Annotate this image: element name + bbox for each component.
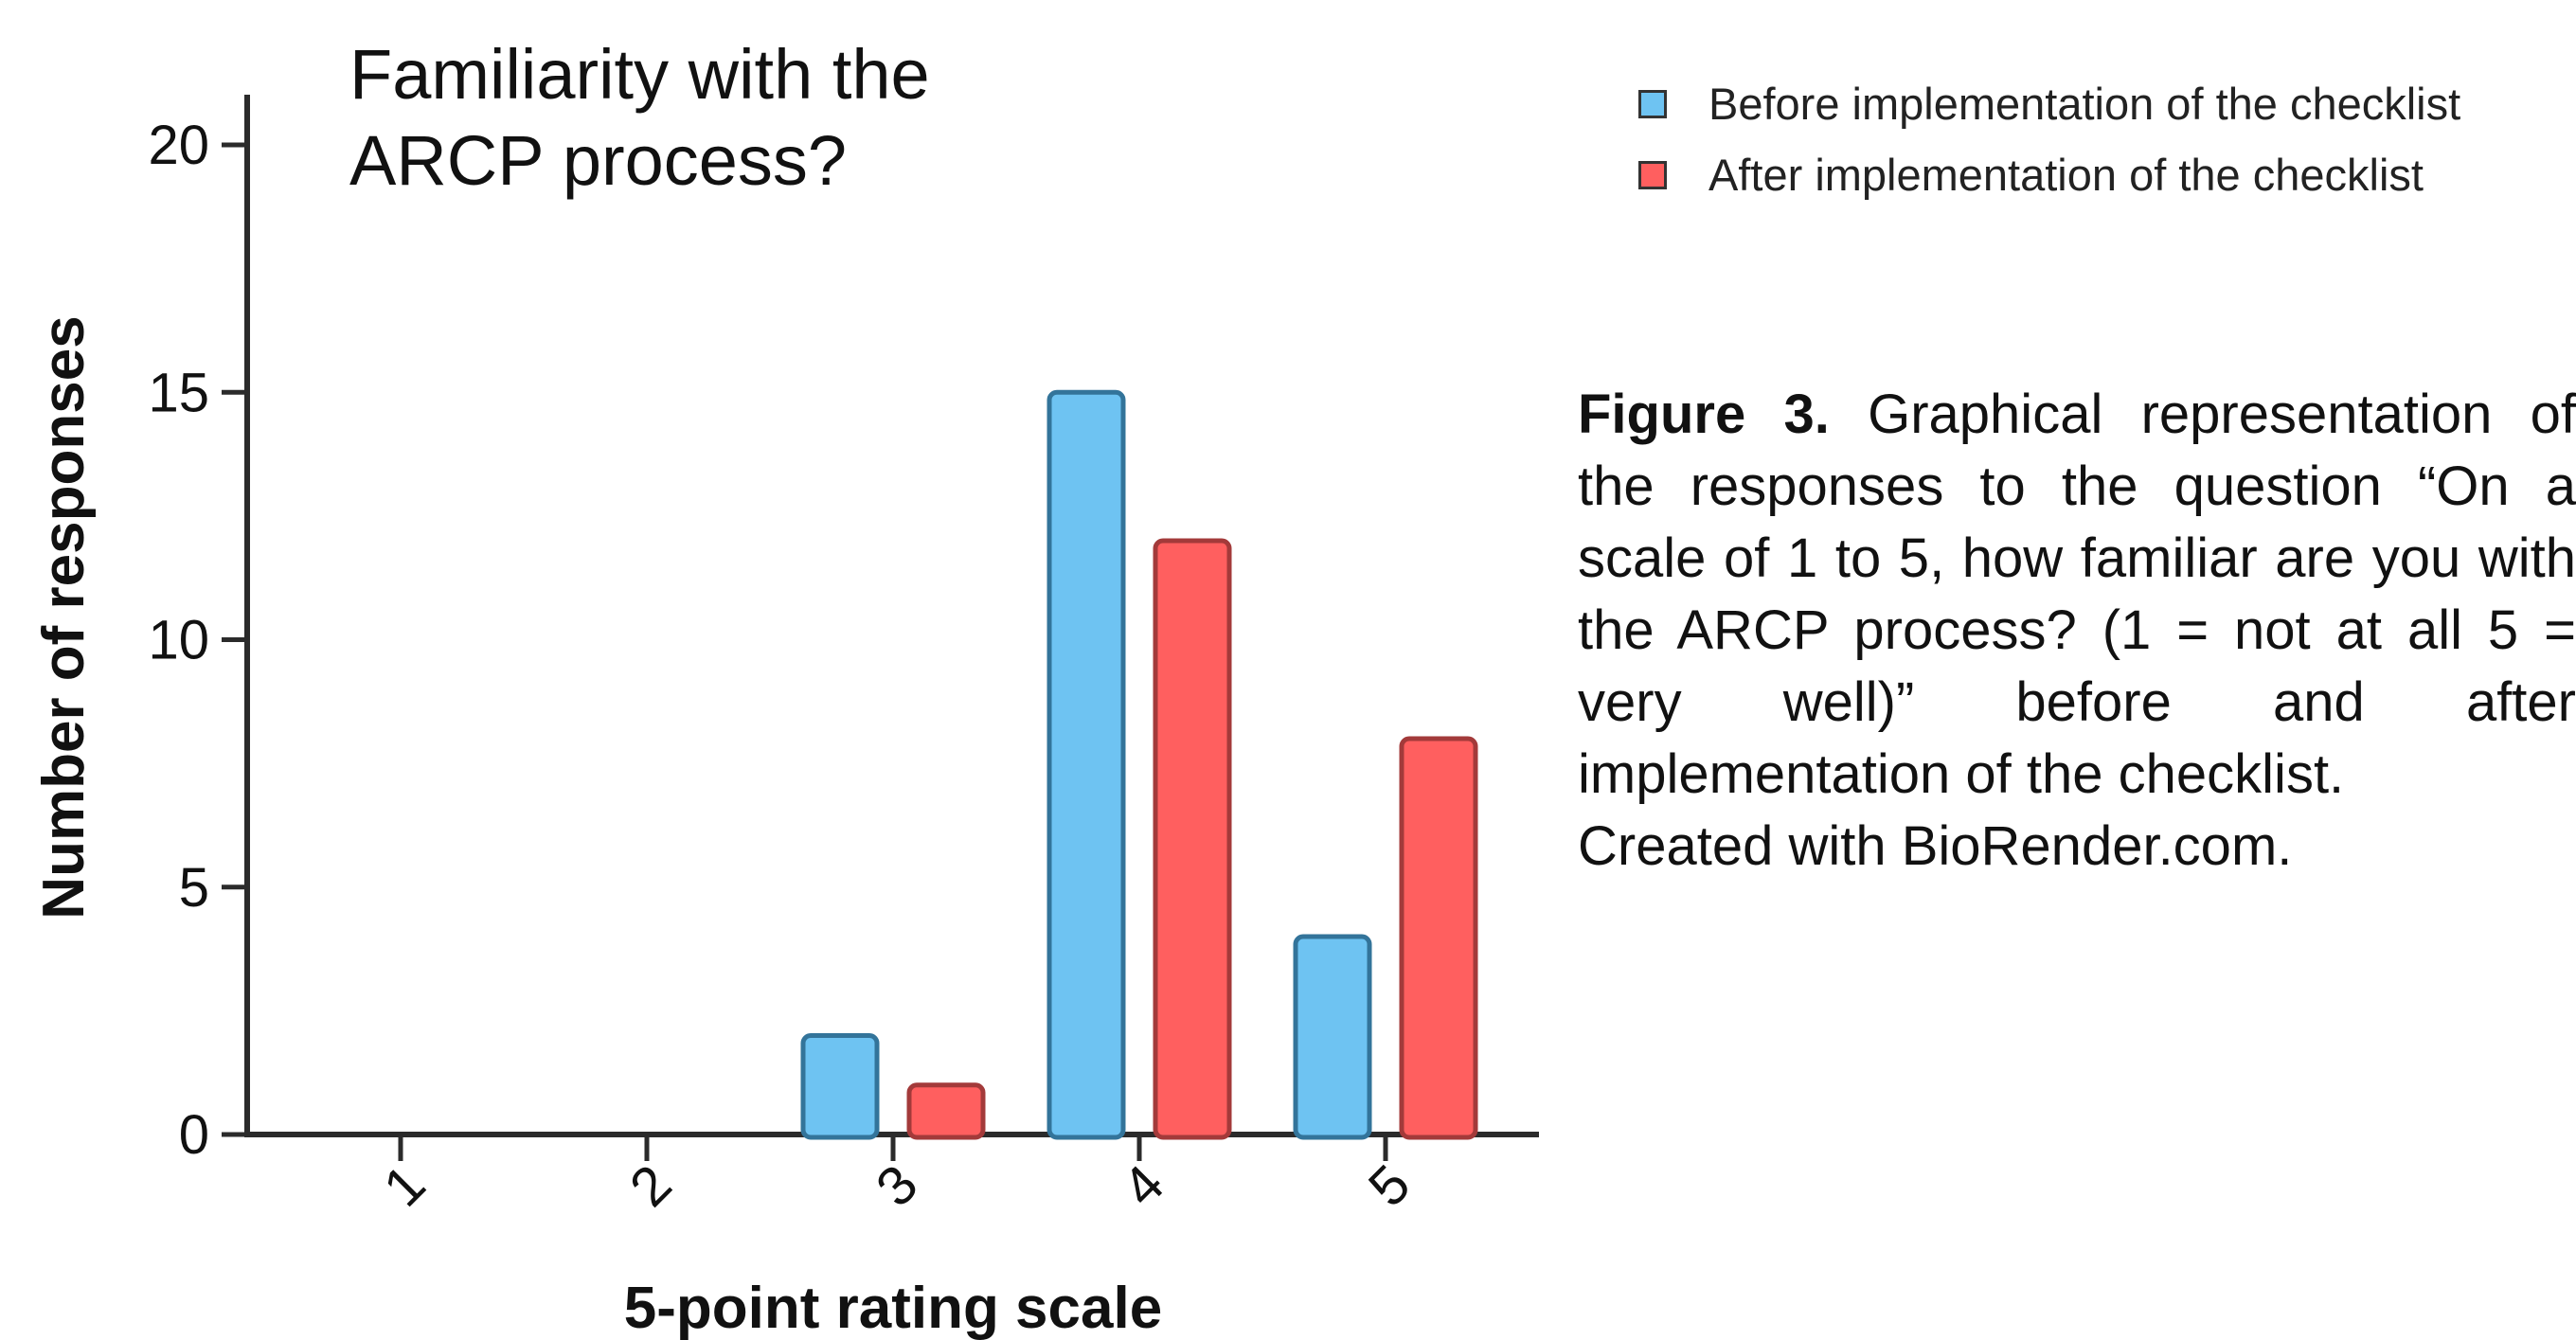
legend-item-before: Before implementation of the checklist <box>1638 68 2460 139</box>
caption-label: Figure 3. <box>1578 384 1830 445</box>
chart-title-line: Familiarity with the <box>349 35 930 114</box>
chart-title-line: ARCP process? <box>349 121 847 200</box>
y-axis-title: Number of responses <box>31 315 97 919</box>
figure-caption: Figure 3. Graphical representation of th… <box>1578 379 2576 883</box>
x-tick-label: 4 <box>1111 1153 1176 1219</box>
bar-after-5 <box>1399 736 1478 1140</box>
caption-text: Graphical representation of the response… <box>1578 384 2576 805</box>
legend-label-after: After implementation of the checklist <box>1708 150 2424 200</box>
legend-swatch-before <box>1638 89 1667 118</box>
chart-legend: Before implementation of the checklist A… <box>1638 68 2460 210</box>
caption-credit: Created with BioRender.com. <box>1578 815 2293 877</box>
bar-after-3 <box>906 1082 986 1140</box>
legend-label-before: Before implementation of the checklist <box>1708 79 2461 129</box>
bar-before-3 <box>800 1033 880 1140</box>
caption-body: Figure 3. Graphical representation of th… <box>1578 379 2576 811</box>
y-tick-label: 5 <box>179 857 209 919</box>
y-tick-label: 10 <box>148 610 209 671</box>
legend-item-after: After implementation of the checklist <box>1638 139 2460 210</box>
x-tick-label: 5 <box>1357 1153 1422 1219</box>
x-tick-label: 3 <box>865 1153 930 1219</box>
bar-before-5 <box>1293 934 1372 1140</box>
x-tick-label: 1 <box>372 1153 438 1219</box>
y-tick-label: 20 <box>148 115 209 176</box>
y-tick-label: 0 <box>179 1104 209 1166</box>
x-axis-title: 5-point rating scale <box>624 1276 1162 1340</box>
legend-swatch-after <box>1638 160 1667 189</box>
y-tick-label: 15 <box>148 362 209 423</box>
bar-after-4 <box>1153 538 1232 1140</box>
x-tick-label: 2 <box>618 1153 684 1219</box>
bar-before-4 <box>1046 389 1126 1140</box>
